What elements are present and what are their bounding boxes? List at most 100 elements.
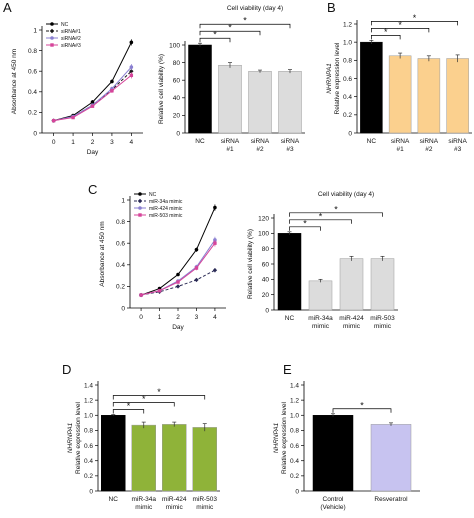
series-siRNA#2 xyxy=(51,63,134,123)
bracket-line xyxy=(112,409,145,414)
significance-bracket: * xyxy=(199,23,261,36)
category-label: #1 xyxy=(397,146,405,153)
chart-title: Cell viability (day 4) xyxy=(227,5,283,12)
data-point xyxy=(129,69,134,74)
y-tick-label: 20 xyxy=(173,113,181,120)
category-label: #2 xyxy=(256,146,264,153)
x-tick-label: 0 xyxy=(139,314,143,321)
significance-star: * xyxy=(398,20,402,30)
category-label: mimic xyxy=(135,504,153,511)
significance-star: * xyxy=(213,30,217,40)
data-point xyxy=(71,115,75,120)
series-line xyxy=(53,74,132,122)
significance-bracket: * xyxy=(199,16,291,29)
x-tick-label: 0 xyxy=(52,139,56,146)
category-label: #3 xyxy=(286,146,294,153)
x-tick-label: 2 xyxy=(91,139,95,146)
category-label: Resveratrol xyxy=(374,496,408,503)
series-line xyxy=(53,42,132,122)
bracket-line xyxy=(112,402,175,407)
data-point xyxy=(129,73,134,78)
x-tick-label: 4 xyxy=(213,314,217,321)
category-label: NC xyxy=(195,138,205,145)
y-tick-label: 0.2 xyxy=(84,473,93,480)
category-label: siRNA xyxy=(448,138,467,145)
y-tick-label: 0.6 xyxy=(116,241,125,248)
bar xyxy=(370,258,395,311)
y-tick-label: 1.4 xyxy=(290,382,299,389)
y-tick-label: 20 xyxy=(262,292,270,299)
panel-C-line: C 0 0.2 0.4 0.6 0.8 1 Absorbance at 450 nm 0 1 2 3 4… xyxy=(88,182,226,331)
bracket-line xyxy=(371,34,401,40)
y-tick-label: 0.4 xyxy=(290,458,299,465)
significance-bracket: * xyxy=(199,30,231,43)
significance-star: * xyxy=(127,401,131,411)
legend-label: miR-424 mimic xyxy=(149,206,183,212)
y-tick-label: 0.2 xyxy=(290,473,299,480)
bracket-line xyxy=(199,30,261,36)
y-tick-label: 40 xyxy=(262,277,270,284)
y-tick-label: 0.6 xyxy=(28,69,37,76)
legend-entry: siRNA#3 xyxy=(46,43,81,49)
y-tick-label: 0.8 xyxy=(84,428,93,435)
x-tick-label: 1 xyxy=(158,314,162,321)
y-axis-label: Relative expression level xyxy=(281,402,288,474)
legend-label: miR-34a mimic xyxy=(149,199,183,205)
category-label: siRNA xyxy=(281,138,300,145)
bar xyxy=(188,44,212,134)
data-point xyxy=(110,79,114,84)
data-point xyxy=(194,266,199,270)
data-point xyxy=(138,206,142,210)
data-point xyxy=(139,293,143,297)
bracket-line xyxy=(199,37,231,43)
bar xyxy=(308,280,333,311)
y-tick-label: 80 xyxy=(173,60,181,67)
data-point xyxy=(90,100,95,104)
bracket-line xyxy=(289,219,352,224)
y-tick-label: 80 xyxy=(262,246,270,253)
y-axis-label: Absorbance at 450 nm xyxy=(99,221,106,286)
legend-label: NC xyxy=(61,22,69,28)
data-point xyxy=(213,205,217,210)
bar xyxy=(131,424,156,492)
y-tick-label: 0 xyxy=(295,488,299,495)
data-point xyxy=(50,22,54,26)
x-tick-label: 3 xyxy=(195,314,199,321)
y-tick-label: 0.4 xyxy=(28,89,37,96)
significance-bracket: * xyxy=(371,13,458,26)
category-label: miR-503 xyxy=(192,496,217,503)
y-tick-label: 0 xyxy=(121,305,125,312)
y-tick-label: 0.4 xyxy=(84,458,93,465)
category-label: siRNA xyxy=(251,138,270,145)
data-point xyxy=(194,247,199,252)
category-label: miR-34a xyxy=(131,496,156,503)
significance-bracket: * xyxy=(289,218,321,231)
data-point xyxy=(50,36,54,40)
series-NC xyxy=(51,39,134,123)
x-axis-label: Day xyxy=(172,324,184,331)
legend-label: miR-503 mimic xyxy=(149,213,183,219)
y-tick-label: 0 xyxy=(176,130,180,137)
series-siRNA#3 xyxy=(51,72,134,123)
y-tick-label: 1.2 xyxy=(290,397,299,404)
bracket-line xyxy=(371,28,430,33)
category-label: #2 xyxy=(425,146,433,153)
bar xyxy=(446,58,469,134)
bracket-line xyxy=(289,212,383,217)
bar xyxy=(101,415,126,492)
significance-bracket: * xyxy=(112,401,145,414)
category-label: siRNA xyxy=(420,138,439,145)
y-tick-label: 0.4 xyxy=(343,94,352,101)
data-point xyxy=(212,268,218,273)
legend-entry: miR-424 mimic xyxy=(134,206,183,212)
legend-entry: NC xyxy=(46,22,69,28)
y-tick-label: 0.8 xyxy=(343,58,352,65)
data-point xyxy=(90,104,95,108)
category-label: NC xyxy=(285,315,295,322)
legend-label: siRNA#2 xyxy=(61,36,81,42)
data-point xyxy=(175,284,181,289)
legend-label: NC xyxy=(149,192,157,198)
significance-star: * xyxy=(319,211,323,221)
y-tick-label: 1.0 xyxy=(84,413,93,420)
data-point xyxy=(51,118,56,123)
